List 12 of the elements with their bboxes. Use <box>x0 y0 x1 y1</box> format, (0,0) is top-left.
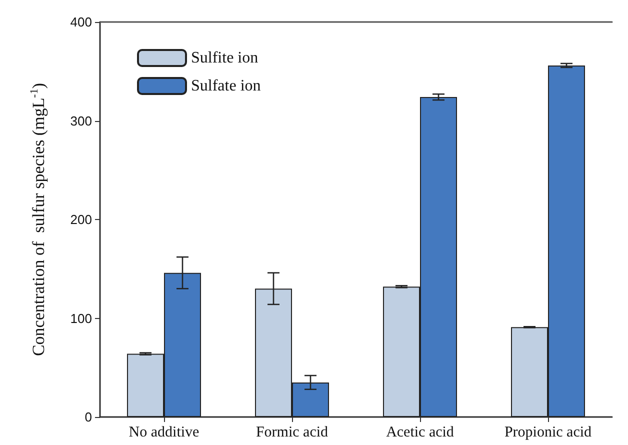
legend-label: Sulfate ion <box>191 78 261 94</box>
x-tick-label: Acetic acid <box>386 424 454 440</box>
y-tick-label: 300 <box>70 113 92 128</box>
x-tick-label: No additive <box>128 424 200 440</box>
y-tick-label: 200 <box>70 212 92 227</box>
legend-label: Sulfite ion <box>191 50 258 66</box>
x-tick-label: Propionic acid <box>504 424 592 440</box>
y-axis-title: Concentration of sulfur species (mgL-1) <box>28 82 48 356</box>
x-tick-label: Formic acid <box>256 424 329 440</box>
y-tick-label: 100 <box>70 310 92 326</box>
y-tick-label: 0 <box>84 410 92 424</box>
y-tick-label: 400 <box>70 14 92 30</box>
